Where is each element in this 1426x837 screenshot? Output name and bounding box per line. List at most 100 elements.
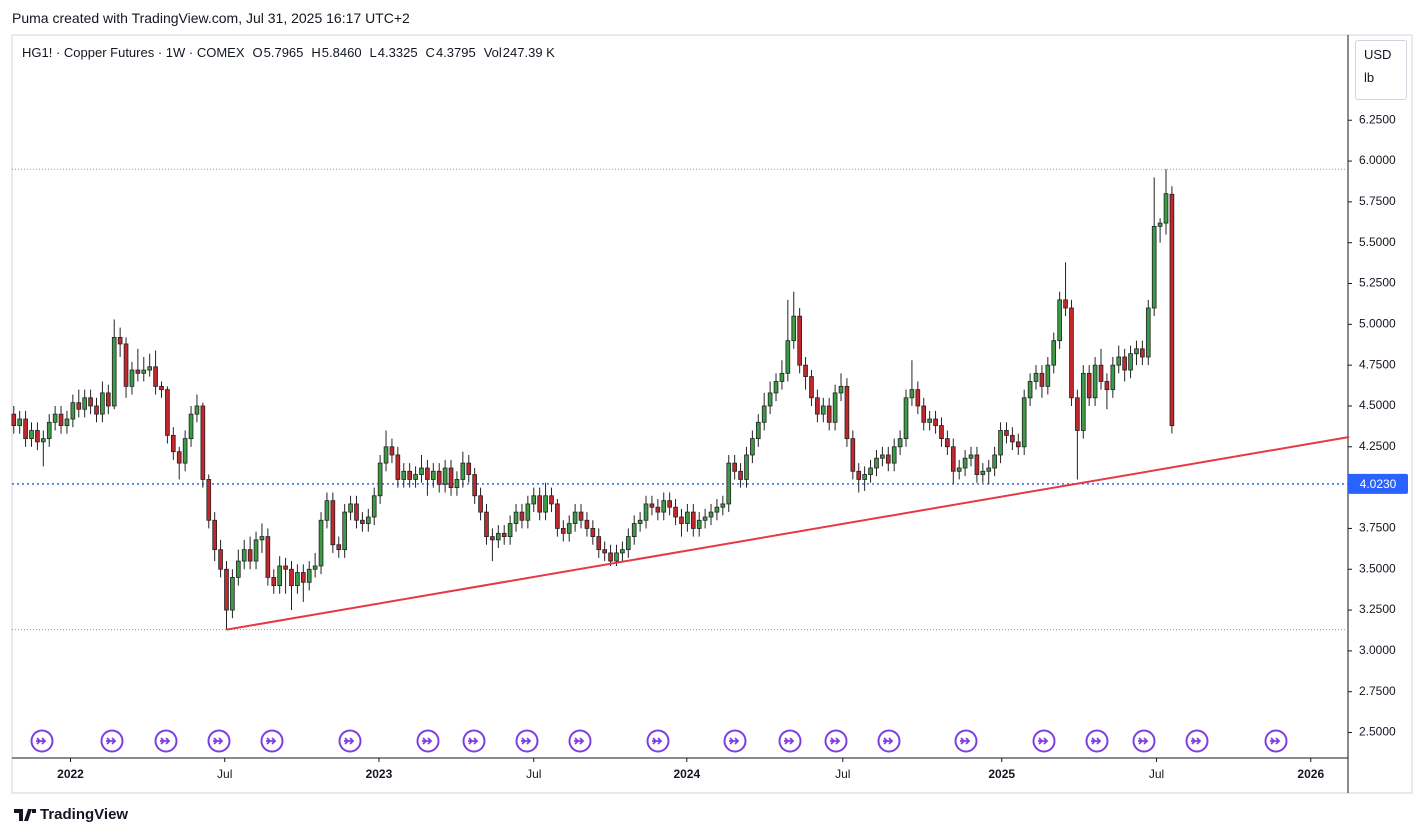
candle-body — [1045, 364, 1051, 387]
candle-body — [1157, 222, 1163, 227]
y-tick-label: 2.5000 — [1359, 725, 1396, 739]
candle-body — [738, 470, 743, 480]
candle-body — [1151, 225, 1157, 309]
candle-body — [602, 549, 607, 554]
candle-body — [625, 536, 631, 551]
x-tick-label: 2025 — [988, 767, 1015, 781]
candle-body — [897, 438, 903, 448]
candle-body — [956, 467, 962, 472]
candle-body — [1116, 356, 1122, 366]
x-tick-label: Jul — [1149, 767, 1164, 781]
candle-body — [655, 506, 661, 513]
event-icon[interactable] — [416, 729, 440, 753]
candle-body — [543, 495, 548, 513]
symbol-title[interactable]: HG1! · Copper Futures · 1W · COMEX — [22, 45, 245, 60]
event-icon[interactable] — [1132, 729, 1156, 753]
candle-body — [590, 528, 596, 537]
candle-body — [277, 565, 282, 586]
event-icon[interactable] — [154, 729, 178, 753]
candle-body — [690, 511, 696, 529]
y-tick-label: 5.7500 — [1359, 194, 1396, 208]
candle-body — [425, 467, 430, 480]
y-tick-label: 4.2500 — [1359, 439, 1396, 453]
event-icon[interactable] — [462, 729, 486, 753]
event-icon[interactable] — [954, 729, 978, 753]
candle-body — [123, 343, 129, 387]
candle-body — [549, 495, 554, 505]
candle-body — [306, 568, 312, 583]
candle-body — [141, 369, 147, 374]
currency[interactable]: USD — [1364, 47, 1392, 62]
x-tick-label: 2026 — [1297, 767, 1324, 781]
candle-body — [94, 405, 99, 415]
candle-body — [419, 467, 424, 475]
candle-body — [1063, 299, 1068, 309]
event-icon[interactable] — [30, 729, 54, 753]
y-tick-label: 5.0000 — [1359, 317, 1396, 331]
candle-body — [342, 511, 347, 551]
candle-body — [584, 519, 590, 529]
candle-body — [295, 572, 300, 586]
candle-body — [797, 315, 802, 366]
candle-body — [58, 413, 64, 426]
candle-body — [46, 421, 52, 440]
candle-body — [998, 430, 1003, 456]
footer-brand: TradingView — [14, 806, 128, 823]
event-icon[interactable] — [568, 729, 592, 753]
unit[interactable]: lb — [1364, 70, 1375, 85]
candle-body — [76, 402, 82, 410]
candle-body — [135, 369, 141, 374]
price-label: 4.0230 — [1360, 477, 1397, 491]
candle-body — [708, 511, 714, 518]
candle-body — [29, 430, 34, 440]
candle-body — [850, 438, 856, 472]
event-icon[interactable] — [824, 729, 848, 753]
trendline — [226, 436, 1350, 631]
event-icon[interactable] — [338, 729, 362, 753]
candle-body — [560, 528, 566, 534]
candle-body — [921, 405, 927, 423]
event-icon-glyph — [574, 737, 585, 745]
event-icon[interactable] — [646, 729, 670, 753]
event-icon[interactable] — [207, 729, 231, 753]
candle-body — [702, 516, 708, 521]
candle-body — [324, 500, 330, 521]
unit-selector[interactable]: USD lb — [1355, 40, 1407, 100]
candle-body — [117, 336, 123, 345]
candle-body — [1169, 193, 1175, 427]
candle-body — [1051, 340, 1057, 366]
candle-body — [147, 366, 152, 371]
candle-body — [413, 474, 418, 480]
event-icon[interactable] — [723, 729, 747, 753]
event-icon[interactable] — [877, 729, 901, 753]
event-icon[interactable] — [1085, 729, 1109, 753]
event-icon[interactable] — [1032, 729, 1056, 753]
candle-body — [661, 500, 667, 513]
event-icon-glyph — [422, 737, 433, 745]
event-icon[interactable] — [260, 729, 284, 753]
candle-body — [1027, 381, 1033, 399]
x-tick-label: 2024 — [673, 767, 700, 781]
event-icon[interactable] — [1264, 729, 1288, 753]
legend-value: C4.3795 — [426, 45, 476, 60]
candle-body — [679, 516, 684, 524]
event-icon[interactable] — [778, 729, 802, 753]
candle-body — [1075, 397, 1080, 431]
candle-body — [212, 519, 217, 551]
candle-body — [826, 405, 832, 423]
event-icon[interactable] — [515, 729, 539, 753]
event-icon[interactable] — [1185, 729, 1209, 753]
candle-body — [495, 532, 501, 541]
event-icon[interactable] — [100, 729, 124, 753]
candle-body — [891, 446, 897, 464]
candle-body — [360, 519, 365, 524]
candle-body — [649, 503, 655, 508]
candle-body — [620, 549, 625, 554]
brand-name: TradingView — [40, 806, 129, 823]
candle-body — [265, 536, 271, 578]
event-icon-glyph — [830, 737, 841, 745]
candle-body — [1092, 364, 1098, 399]
candle-body — [407, 470, 412, 480]
candle-body — [915, 389, 921, 407]
